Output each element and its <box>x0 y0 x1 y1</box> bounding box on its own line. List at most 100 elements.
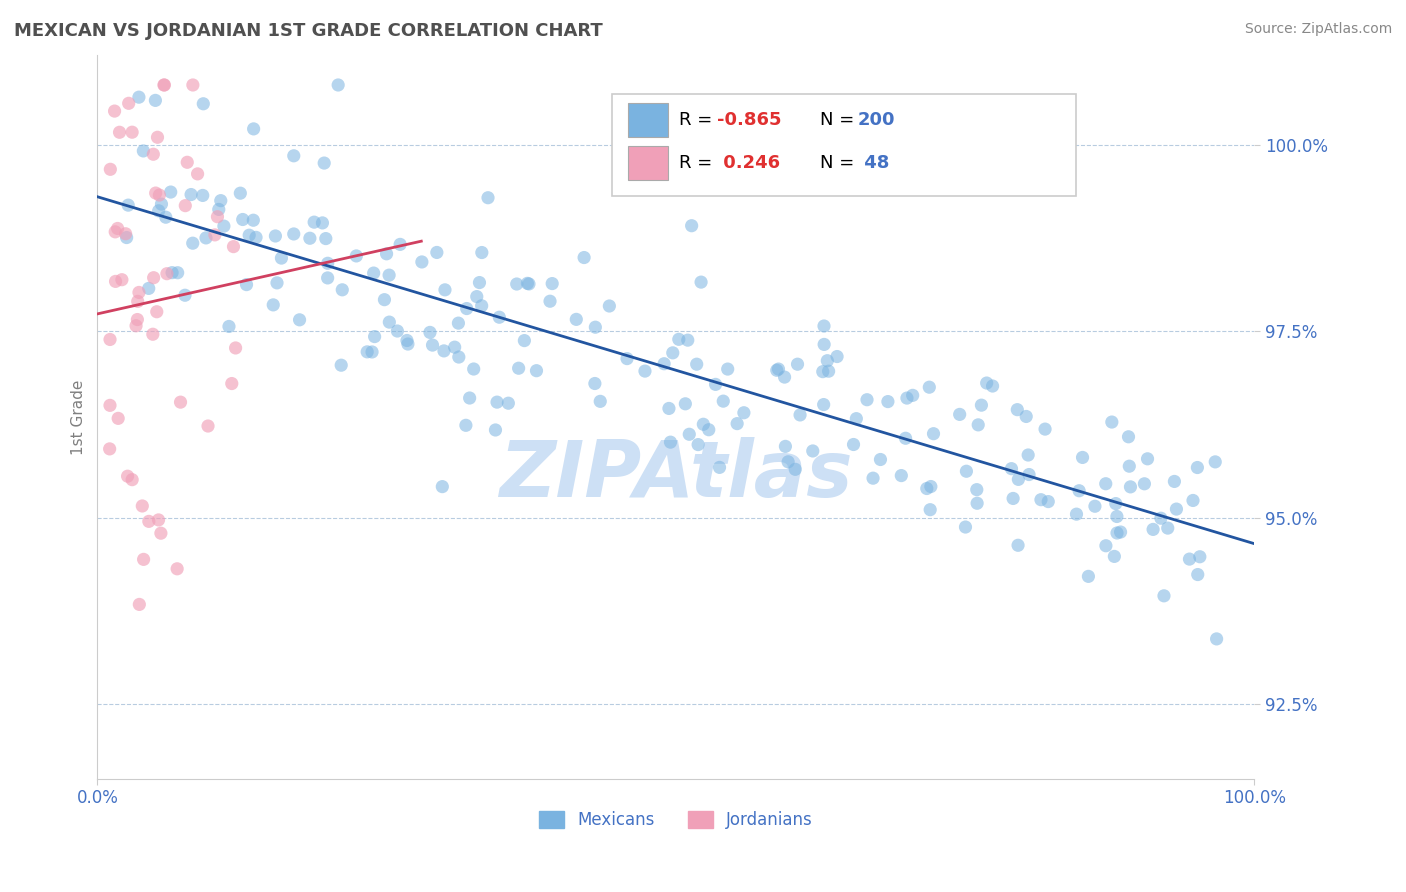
Point <box>918 380 941 394</box>
Point <box>692 417 714 432</box>
Point <box>142 270 165 285</box>
Text: N =: N = <box>820 112 859 129</box>
Point <box>454 418 477 433</box>
Point <box>180 187 202 202</box>
Point <box>704 377 727 392</box>
Point <box>1204 455 1226 469</box>
Point <box>426 245 449 260</box>
Point <box>387 324 409 338</box>
Point <box>896 391 918 405</box>
Point <box>922 426 945 441</box>
Point <box>970 398 993 412</box>
Point <box>1105 526 1128 541</box>
Point <box>686 357 709 371</box>
Point <box>262 298 284 312</box>
Point <box>356 344 378 359</box>
Point <box>1007 472 1029 486</box>
Point <box>148 188 170 202</box>
Point <box>209 194 232 208</box>
Point <box>270 251 292 265</box>
Point <box>132 144 155 158</box>
Point <box>378 268 401 282</box>
Point <box>114 227 136 241</box>
Point <box>786 357 808 371</box>
Point <box>121 125 143 139</box>
Point <box>422 338 444 352</box>
Point <box>717 362 740 376</box>
Point <box>765 363 787 377</box>
Text: 0.246: 0.246 <box>717 154 780 172</box>
Point <box>375 247 398 261</box>
Point <box>218 319 240 334</box>
Point <box>508 361 530 376</box>
Point <box>197 419 219 434</box>
Point <box>107 221 129 235</box>
Point <box>125 318 148 333</box>
Point <box>174 199 197 213</box>
Point <box>583 320 606 334</box>
Point <box>103 104 125 119</box>
Point <box>801 444 824 458</box>
Point <box>673 397 696 411</box>
Point <box>235 277 257 292</box>
Point <box>115 230 138 244</box>
Point <box>1018 467 1040 482</box>
Point <box>316 271 339 285</box>
Point <box>1142 523 1164 537</box>
Point <box>468 276 491 290</box>
Point <box>813 398 835 412</box>
Point <box>1077 569 1099 583</box>
Point <box>458 391 481 405</box>
Point <box>915 482 938 496</box>
Point <box>516 277 538 291</box>
Point <box>396 337 419 351</box>
Point <box>1069 483 1091 498</box>
Point <box>1153 589 1175 603</box>
Point <box>118 96 141 111</box>
Point <box>447 316 470 330</box>
Point <box>1187 460 1209 475</box>
Point <box>169 395 191 409</box>
Point <box>361 345 384 359</box>
Point <box>668 332 690 346</box>
Point <box>1000 461 1022 475</box>
Text: N =: N = <box>820 154 859 172</box>
Point <box>1038 494 1060 508</box>
Text: ZIPAtlas: ZIPAtlas <box>499 437 852 513</box>
Point <box>283 227 305 241</box>
Point <box>1066 507 1088 521</box>
Point <box>955 464 977 478</box>
Point <box>811 365 834 379</box>
Point <box>389 237 412 252</box>
Text: 48: 48 <box>858 154 889 172</box>
Point <box>187 167 209 181</box>
Point <box>193 96 215 111</box>
Point <box>104 225 127 239</box>
Point <box>330 358 353 372</box>
Point <box>363 266 385 280</box>
Point <box>111 273 134 287</box>
Point <box>681 219 703 233</box>
Point <box>316 256 339 270</box>
Point <box>1150 511 1173 525</box>
Text: MEXICAN VS JORDANIAN 1ST GRADE CORRELATION CHART: MEXICAN VS JORDANIAN 1ST GRADE CORRELATI… <box>14 22 603 40</box>
Point <box>598 299 620 313</box>
Point <box>146 304 169 318</box>
Point <box>471 299 494 313</box>
Point <box>1133 476 1156 491</box>
Point <box>711 394 734 409</box>
Point <box>108 125 131 139</box>
Point <box>1105 509 1128 524</box>
Point <box>1017 448 1039 462</box>
Text: 200: 200 <box>858 112 896 129</box>
Point <box>330 283 353 297</box>
Point <box>1178 552 1201 566</box>
Point <box>128 285 150 300</box>
Point <box>222 239 245 253</box>
Point <box>1095 539 1118 553</box>
Point <box>877 394 900 409</box>
Point <box>541 277 564 291</box>
Point <box>1205 632 1227 646</box>
Point <box>149 526 172 541</box>
Point <box>845 411 868 425</box>
